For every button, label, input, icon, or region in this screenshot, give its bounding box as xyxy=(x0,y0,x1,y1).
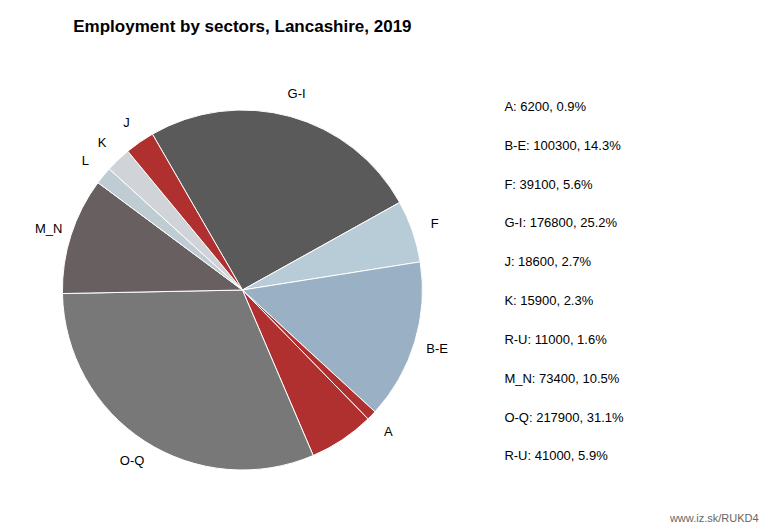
annotation: K: 15900, 2.3% xyxy=(504,293,593,308)
pie-slice xyxy=(109,151,242,290)
caption: www.iz.sk/RUKD4 xyxy=(669,512,759,524)
annotation: F: 39100, 5.6% xyxy=(504,177,593,192)
chart-title: Employment by sectors, Lancashire, 2019 xyxy=(73,17,411,36)
annotation: R-U: 11000, 1.6% xyxy=(504,332,607,347)
annotation: A: 6200, 0.9% xyxy=(504,99,586,114)
annotation: G-I: 176800, 25.2% xyxy=(504,215,617,230)
slice-label: O-Q xyxy=(120,453,145,468)
slice-labels: G-I F B-E A O-Q M_N LK J xyxy=(35,86,448,468)
annotation: J: 18600, 2.7% xyxy=(504,254,591,269)
slice-label: L xyxy=(82,153,89,168)
slice-label: G-I xyxy=(288,86,306,101)
slice-label: J xyxy=(123,115,130,130)
slice-label: K xyxy=(98,135,107,150)
slice-label: F xyxy=(431,216,439,231)
chart-svg: Employment by sectors, Lancashire, 2019 G… xyxy=(0,0,782,532)
chart-container: Employment by sectors, Lancashire, 2019 G… xyxy=(0,0,782,532)
pie xyxy=(62,110,422,470)
slice-label: M_N xyxy=(35,221,62,236)
pie-slice xyxy=(128,134,243,290)
pie-slice xyxy=(62,290,313,470)
annotation: O-Q: 217900, 31.1% xyxy=(504,410,624,425)
annotation: M_N: 73400, 10.5% xyxy=(504,371,619,386)
slice-label: B-E xyxy=(426,341,448,356)
annotation-list: A: 6200, 0.9% B-E: 100300, 14.3% F: 39100,… xyxy=(504,99,624,464)
annotation: R-U: 41000, 5.9% xyxy=(504,448,608,463)
annotation: B-E: 100300, 14.3% xyxy=(504,138,621,153)
slice-label: A xyxy=(384,424,393,439)
